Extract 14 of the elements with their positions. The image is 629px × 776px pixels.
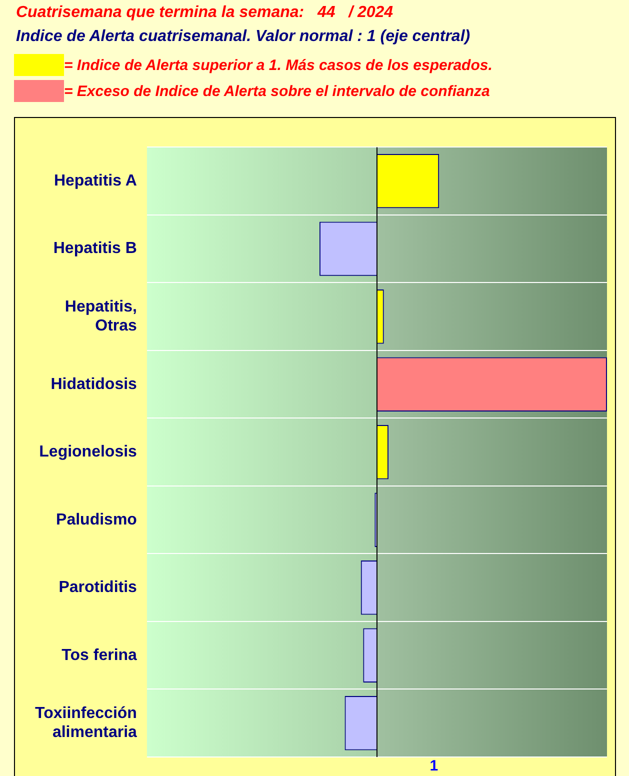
y-tick-label: Hepatitis B [53,240,137,258]
y-tick-label: Legionelosis [39,444,138,461]
legend-label: = Indice de Alerta superior a 1. Más casos de los esperados. [64,56,492,74]
y-tick-label: Toxiinfección alimentaria [35,704,138,742]
text: 1 [430,758,438,775]
chart-subtitle: Indice de Alerta cuatrisemanal. Valor normal : 1 (eje central) [16,28,470,46]
legend-label: = Exceso de Indice de Alerta sobre el intervalo de confianza [64,82,490,100]
y-tick-label: Hepatitis, Otras [64,298,138,335]
y-tick-label: Hidatidosis [50,376,138,393]
chart-title: Cuatrisemana que termina la semana: 44 / 2024 [16,4,394,22]
y-tick-label: Paludismo [56,511,138,528]
y-tick-label: Tos ferina [62,646,138,664]
y-tick-label: Hepatitis A [54,172,138,190]
y-tick-label: Parotiditis [58,579,138,596]
